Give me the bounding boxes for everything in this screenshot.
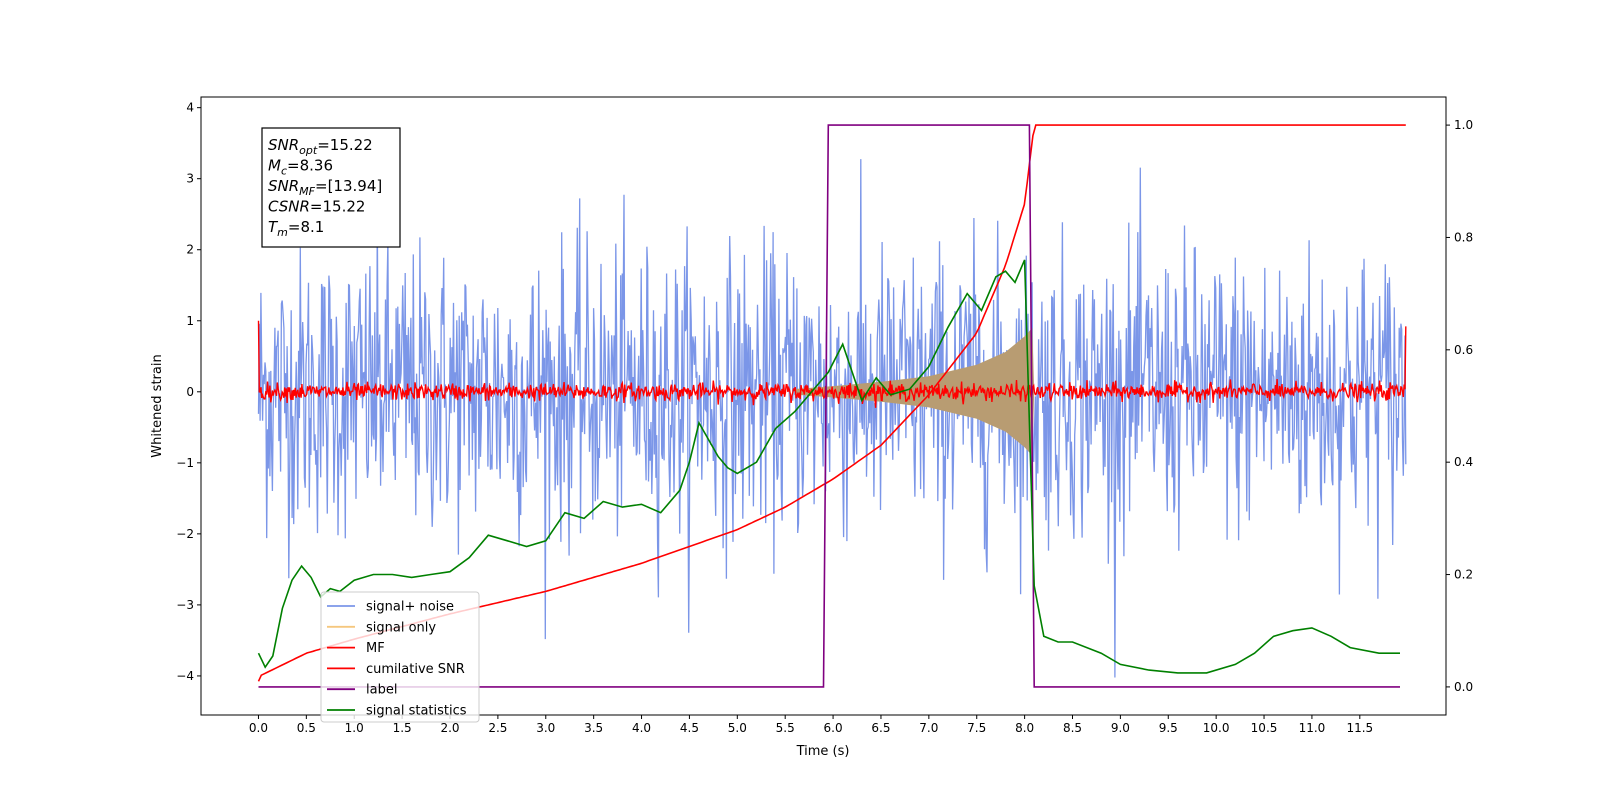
x-tick-label: 3.5 bbox=[584, 721, 603, 735]
y-tick-label: −2 bbox=[176, 527, 194, 541]
x-tick-label: 10.5 bbox=[1251, 721, 1278, 735]
y2-tick-label: 0.6 bbox=[1454, 343, 1473, 357]
x-tick-label: 11.5 bbox=[1346, 721, 1373, 735]
y2-tick-label: 0.8 bbox=[1454, 230, 1473, 244]
x-tick-label: 9.0 bbox=[1111, 721, 1130, 735]
y-tick-label: 4 bbox=[186, 101, 194, 115]
series-mf bbox=[257, 320, 1407, 408]
y-tick-label: 2 bbox=[186, 243, 194, 257]
x-tick-label: 5.5 bbox=[776, 721, 795, 735]
y-tick-label: −4 bbox=[176, 669, 194, 683]
legend-label: cumilative SNR bbox=[366, 662, 465, 677]
x-tick-label: 5.0 bbox=[728, 721, 747, 735]
y2-tick-label: 0.2 bbox=[1454, 568, 1473, 582]
x-tick-label: 1.5 bbox=[393, 721, 412, 735]
x-axis-label: Time (s) bbox=[796, 744, 850, 759]
x-tick-label: 8.0 bbox=[1015, 721, 1034, 735]
x-tick-label: 8.5 bbox=[1063, 721, 1082, 735]
series-label bbox=[258, 124, 1400, 688]
x-tick-label: 4.5 bbox=[680, 721, 699, 735]
legend-label: label bbox=[366, 683, 397, 698]
legend-label: signal only bbox=[366, 620, 436, 635]
x-tick-label: 3.0 bbox=[536, 721, 555, 735]
x-tick-label: 1.0 bbox=[345, 721, 364, 735]
y2-tick-label: 0.0 bbox=[1454, 680, 1473, 694]
axes-frame bbox=[200, 96, 1447, 716]
y-tick-label: 3 bbox=[186, 172, 194, 186]
annotation-line: Mc=8.36 bbox=[268, 157, 333, 178]
y-tick-label: −1 bbox=[176, 456, 194, 470]
legend-label: signal statistics bbox=[366, 704, 467, 719]
axis-ticks: 0.0 0.5 1.0 1.5 2.0 2.5 3.0 3.5 4.0 4.5 5.0 5.5 6.0 6… bbox=[176, 101, 1473, 735]
legend-label: signal+ noise bbox=[366, 600, 454, 615]
x-tick-label: 0.5 bbox=[297, 721, 316, 735]
annotation-box: SNRopt=15.22Mc=8.36SNRMF=[13.94]CSNR=15.… bbox=[261, 127, 401, 248]
y-tick-label: 0 bbox=[186, 385, 194, 399]
series-signal-only bbox=[794, 327, 1035, 456]
x-tick-label: 11.0 bbox=[1299, 721, 1326, 735]
annotation-line: CSNR=15.22 bbox=[268, 198, 365, 216]
x-tick-label: 10.0 bbox=[1203, 721, 1230, 735]
y2-tick-label: 0.4 bbox=[1454, 455, 1473, 469]
y-tick-label: 1 bbox=[186, 314, 194, 328]
y2-tick-label: 1.0 bbox=[1454, 118, 1473, 132]
series-signal-statistics bbox=[257, 259, 1400, 674]
x-tick-label: 6.5 bbox=[871, 721, 890, 735]
x-tick-label: 7.5 bbox=[967, 721, 986, 735]
annotation-frame bbox=[261, 127, 401, 248]
x-tick-label: 9.5 bbox=[1159, 721, 1178, 735]
legend: signal+ noise signal only MF cumilative SNR… bbox=[320, 591, 480, 723]
x-tick-label: 2.5 bbox=[488, 721, 507, 735]
series-signal-noise bbox=[257, 159, 1407, 678]
x-tick-label: 2.0 bbox=[440, 721, 459, 735]
legend-label: MF bbox=[366, 641, 385, 656]
annotation-line: SNRopt=15.22 bbox=[268, 136, 373, 157]
x-tick-label: 6.0 bbox=[824, 721, 843, 735]
x-tick-label: 7.0 bbox=[919, 721, 938, 735]
annotation-line: Tm=8.1 bbox=[268, 218, 324, 239]
x-tick-label: 0.0 bbox=[249, 721, 268, 735]
annotation-line: SNRMF=[13.94] bbox=[268, 177, 382, 198]
x-tick-label: 4.0 bbox=[632, 721, 651, 735]
legend-frame bbox=[320, 591, 480, 723]
y-axis-label: Whitened strain bbox=[150, 354, 165, 457]
y-tick-label: −3 bbox=[176, 598, 194, 612]
